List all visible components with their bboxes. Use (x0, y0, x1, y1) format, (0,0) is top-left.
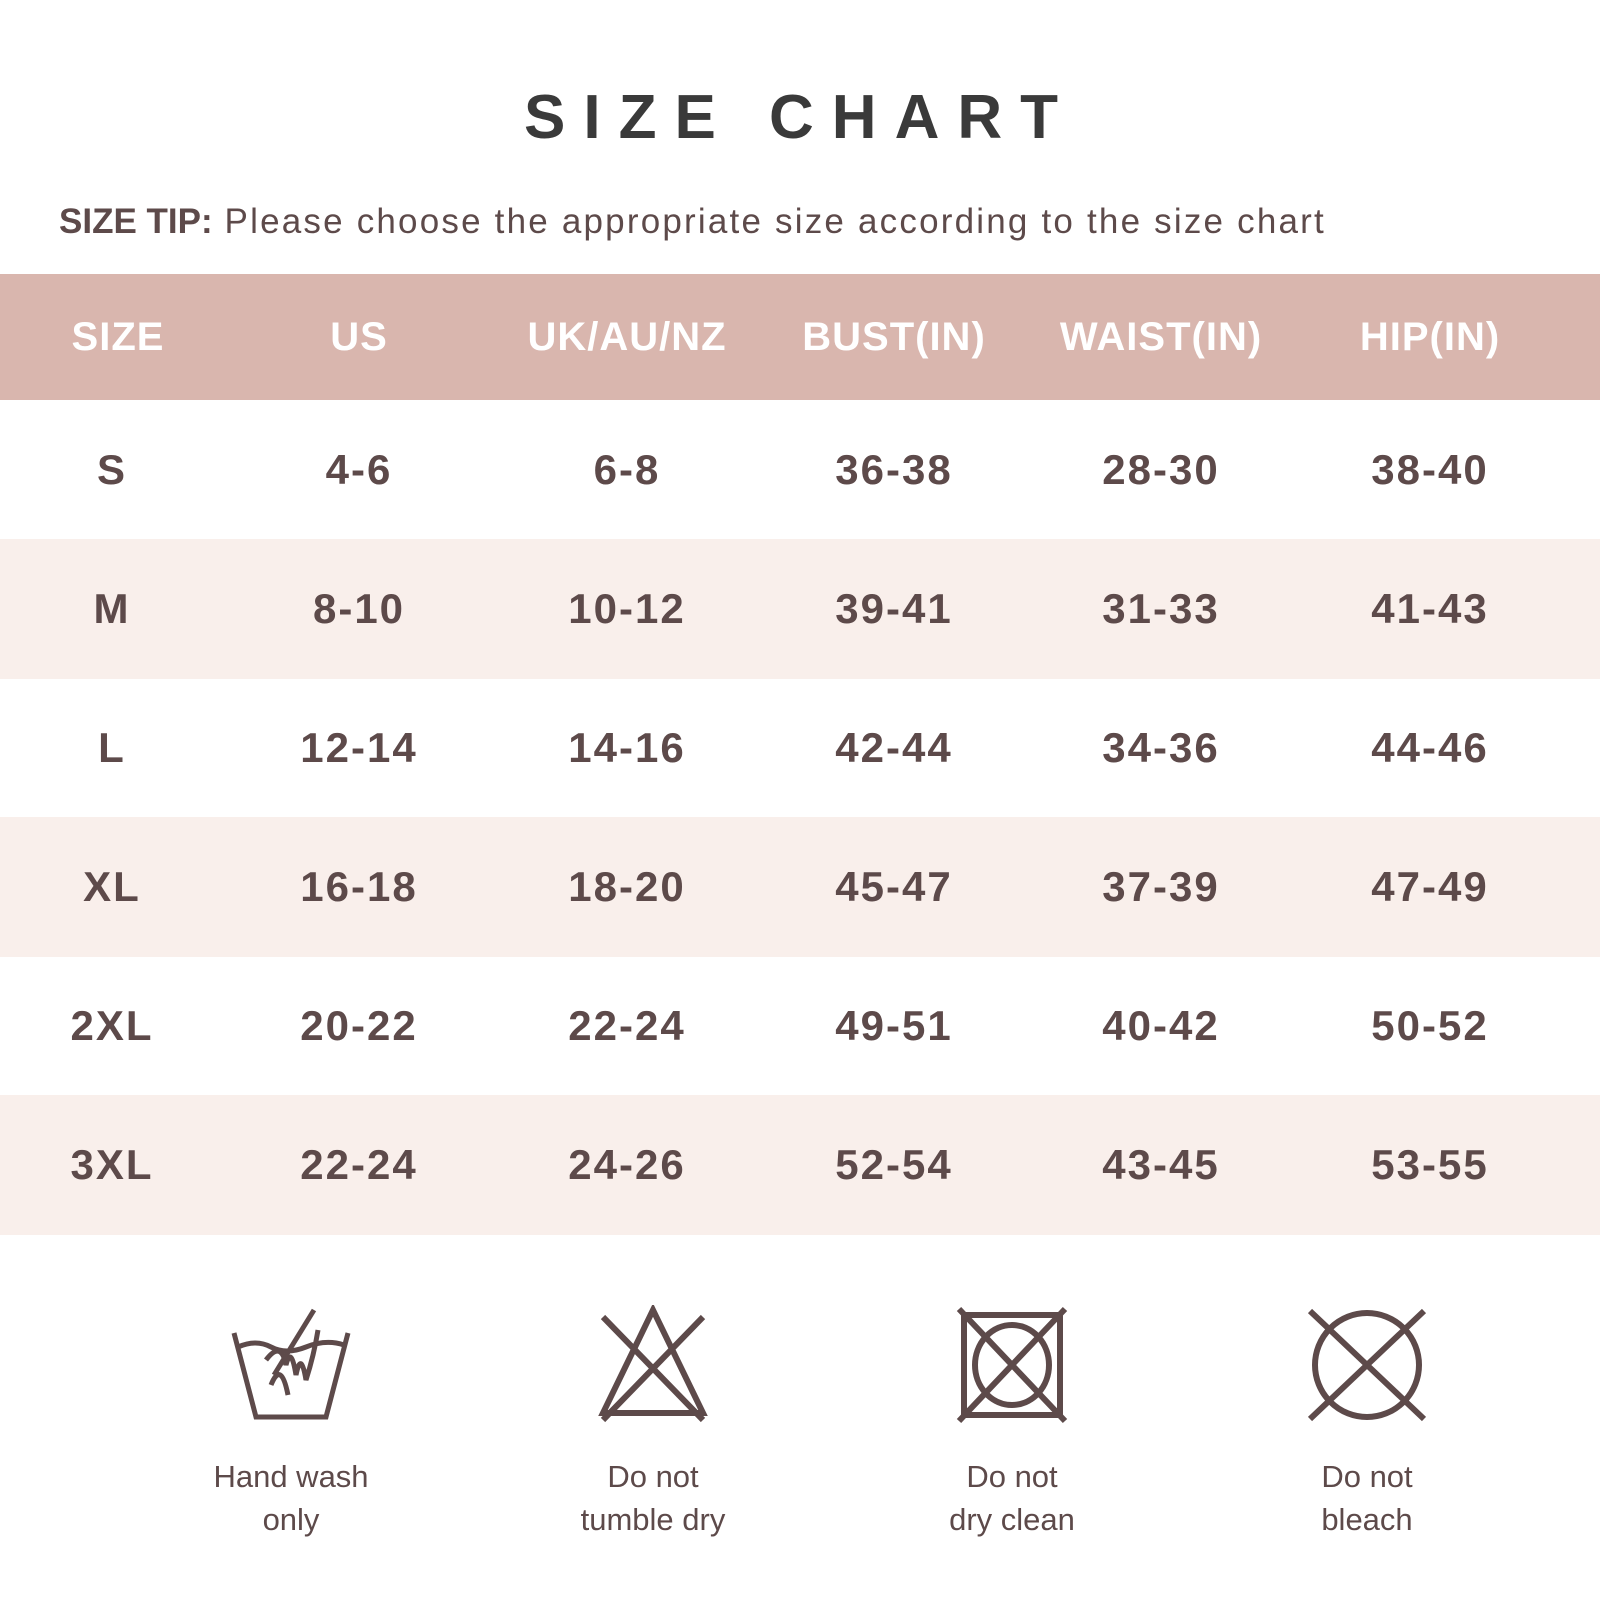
cell-hip: 53-55 (1371, 1141, 1489, 1188)
do-not-tumble-dry-icon (598, 1305, 708, 1423)
cell-hip: 50-52 (1371, 1002, 1489, 1049)
header-bust: BUST(IN) (802, 314, 986, 359)
care-tumble-dry: Do not tumble dry (533, 1305, 773, 1541)
size-tip: SIZE TIP: Please choose the appropriate … (59, 202, 1326, 242)
cell-us: 20-22 (300, 1002, 418, 1049)
cell-bust: 52-54 (835, 1141, 953, 1188)
care-label-line1: Do not (607, 1459, 699, 1494)
cell-waist: 31-33 (1102, 585, 1220, 632)
care-bleach: Do not bleach (1247, 1305, 1487, 1541)
do-not-bleach-icon (1307, 1308, 1427, 1422)
cell-hip: 38-40 (1371, 446, 1489, 493)
care-hand-wash: Hand wash only (171, 1305, 411, 1541)
table-row: XL 16-18 18-20 45-47 37-39 47-49 (0, 817, 1600, 957)
header-hip: HIP(IN) (1359, 314, 1501, 359)
cell-waist: 40-42 (1102, 1002, 1220, 1049)
care-label-line1: Hand wash (213, 1459, 369, 1494)
cell-waist: 37-39 (1102, 863, 1220, 910)
cell-uk-au-nz: 18-20 (568, 863, 686, 910)
care-label-line1: Do not (1321, 1459, 1413, 1494)
header-us: US (330, 314, 388, 359)
cell-hip: 47-49 (1371, 863, 1489, 910)
table-row: L 12-14 14-16 42-44 34-36 44-46 (0, 678, 1600, 818)
cell-uk-au-nz: 24-26 (568, 1141, 686, 1188)
table-header: SIZE US UK/AU/NZ BUST(IN) WAIST(IN) HIP(IN) (0, 274, 1600, 400)
table-row: 2XL 20-22 22-24 49-51 40-42 50-52 (0, 956, 1600, 1096)
cell-us: 16-18 (300, 863, 418, 910)
cell-uk-au-nz: 10-12 (568, 585, 686, 632)
cell-size: L (98, 724, 126, 771)
size-tip-label: SIZE TIP: (59, 202, 213, 241)
cell-uk-au-nz: 6-8 (593, 446, 661, 493)
cell-us: 8-10 (312, 585, 406, 632)
cell-us: 12-14 (300, 724, 418, 771)
care-label-line2: bleach (1321, 1502, 1413, 1537)
cell-hip: 41-43 (1371, 585, 1489, 632)
table-row: S 4-6 6-8 36-38 28-30 38-40 (0, 400, 1600, 540)
cell-bust: 42-44 (835, 724, 953, 771)
cell-bust: 39-41 (835, 585, 953, 632)
header-size: SIZE (71, 314, 165, 359)
cell-size: 3XL (70, 1141, 154, 1188)
table-row: 3XL 22-24 24-26 52-54 43-45 53-55 (0, 1095, 1600, 1235)
care-label-line2: dry clean (949, 1502, 1075, 1537)
care-label-line2: tumble dry (580, 1502, 726, 1537)
header-waist: WAIST(IN) (1059, 314, 1263, 359)
do-not-dry-clean-icon (956, 1306, 1068, 1424)
cell-bust: 49-51 (835, 1002, 953, 1049)
care-label-line2: only (262, 1502, 320, 1537)
cell-us: 22-24 (300, 1141, 418, 1188)
cell-hip: 44-46 (1371, 724, 1489, 771)
size-tip-text: Please choose the appropriate size accor… (212, 202, 1326, 241)
cell-size: M (93, 585, 131, 632)
cell-bust: 45-47 (835, 863, 953, 910)
cell-us: 4-6 (325, 446, 393, 493)
cell-uk-au-nz: 22-24 (568, 1002, 686, 1049)
care-label-line1: Do not (966, 1459, 1058, 1494)
cell-waist: 43-45 (1102, 1141, 1220, 1188)
cell-size: XL (83, 863, 141, 910)
cell-bust: 36-38 (835, 446, 953, 493)
page-title: SIZE CHART (524, 83, 1076, 152)
cell-waist: 34-36 (1102, 724, 1220, 771)
cell-uk-au-nz: 14-16 (568, 724, 686, 771)
cell-waist: 28-30 (1102, 446, 1220, 493)
care-dry-clean: Do not dry clean (892, 1305, 1132, 1541)
header-uk-au-nz: UK/AU/NZ (527, 314, 727, 359)
table-row: M 8-10 10-12 39-41 31-33 41-43 (0, 539, 1600, 679)
cell-size: S (96, 446, 127, 493)
hand-wash-icon (231, 1308, 351, 1420)
cell-size: 2XL (70, 1002, 154, 1049)
